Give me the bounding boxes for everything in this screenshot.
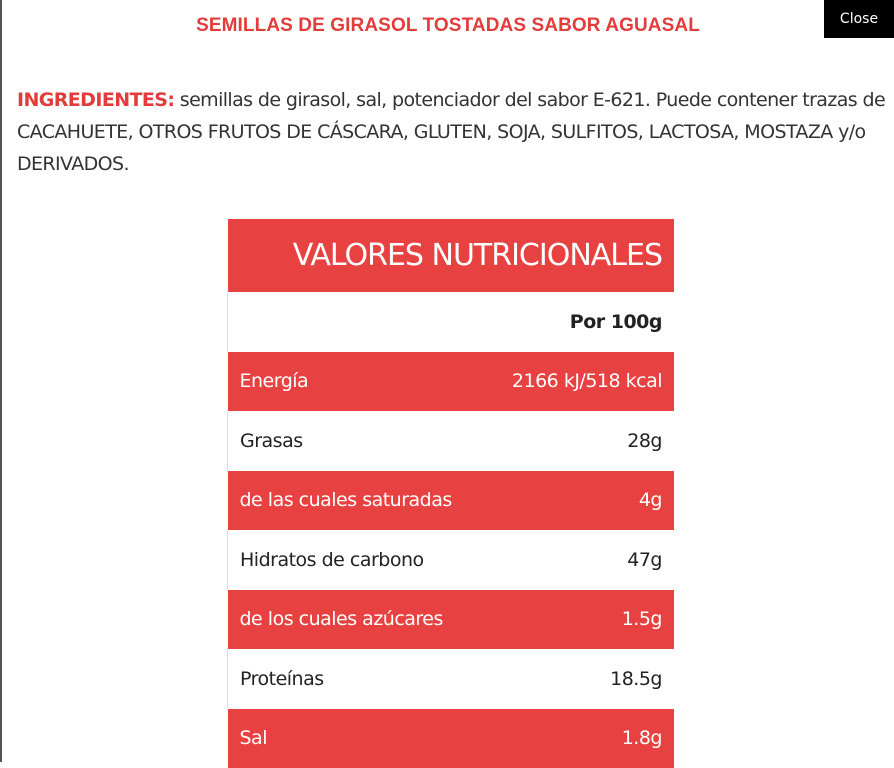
row-value: 2166 kJ/518 kcal bbox=[485, 352, 674, 412]
row-label: Proteínas bbox=[228, 649, 485, 709]
column-header: Por 100g bbox=[485, 292, 674, 352]
row-value: 4g bbox=[485, 471, 674, 531]
row-value: 47g bbox=[485, 530, 674, 590]
ingredients-text: INGREDIENTES: semillas de girasol, sal, … bbox=[17, 84, 892, 180]
row-label: Energía bbox=[228, 352, 485, 412]
row-label: de las cuales saturadas bbox=[228, 471, 485, 531]
product-title: SEMILLAS DE GIRASOL TOSTADAS SABOR AGUAS… bbox=[2, 15, 894, 37]
nutrition-title: VALORES NUTRICIONALES bbox=[228, 219, 675, 292]
row-label: de los cuales azúcares bbox=[228, 590, 485, 650]
row-value: 28g bbox=[485, 411, 674, 471]
row-label: Sal bbox=[228, 709, 485, 768]
row-value: 1.5g bbox=[485, 590, 674, 650]
row-value: 18.5g bbox=[485, 649, 674, 709]
row-label: Grasas bbox=[228, 411, 485, 471]
ingredients-label: INGREDIENTES: bbox=[17, 89, 174, 111]
empty-cell bbox=[228, 292, 485, 352]
row-label: Hidratos de carbono bbox=[228, 530, 485, 590]
row-value: 1.8g bbox=[485, 709, 674, 768]
